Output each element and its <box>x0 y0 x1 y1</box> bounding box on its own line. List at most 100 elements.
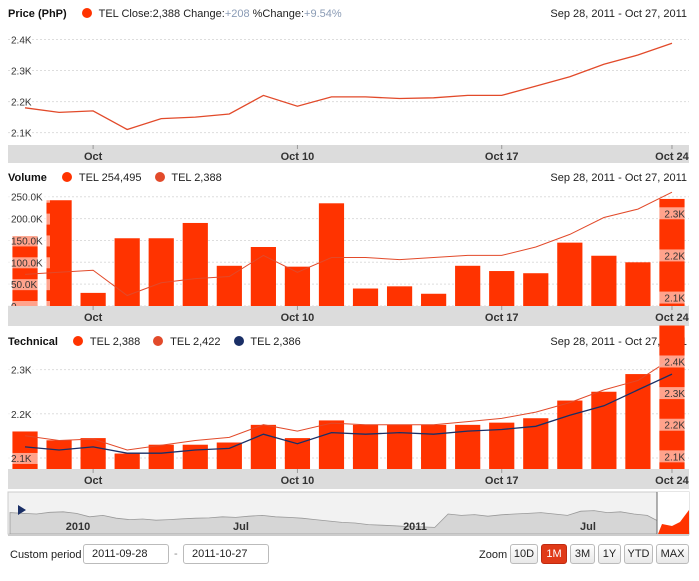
period-controls: Custom period - Zoom 10D 1M 3M 1Y YTD MA… <box>8 544 691 568</box>
technical-y2tick-bg <box>659 355 687 368</box>
technical-bar <box>284 438 311 469</box>
volume-price-legend-value: 2,388 <box>194 172 222 184</box>
volume-xtick-label: Oct 24 <box>655 312 690 324</box>
technical-bar <box>352 424 379 469</box>
price-close-value: 2,388 <box>152 8 181 20</box>
technical-xtick-label: Oct <box>84 475 103 487</box>
technical-ytick-bg <box>8 364 38 376</box>
technical-legend-value-2: 2,422 <box>192 336 221 348</box>
price-change-value: +208 <box>224 8 250 20</box>
technical-y2tick-label: 2.2K <box>664 421 685 432</box>
volume-price-legend-dot-icon <box>154 172 165 182</box>
technical-y2tick-label: 2.4K <box>664 357 685 368</box>
navigator-xtick-label: 2011 <box>403 521 427 533</box>
volume-bar <box>148 238 174 306</box>
technical-line-dark <box>24 373 673 454</box>
navigator-area <box>9 510 690 535</box>
zoom-1y-button[interactable]: 1Y <box>598 544 621 564</box>
technical-legend-dot3-icon <box>233 336 244 346</box>
technical-legend-dot-icon <box>73 336 83 346</box>
price-xtick-label: Oct 10 <box>281 151 315 163</box>
to-date-input[interactable] <box>183 544 269 564</box>
volume-bar <box>284 266 311 306</box>
technical-legend-name-1: TEL <box>89 336 110 348</box>
volume-ytick-label: 200.0K <box>11 215 43 226</box>
technical-legend-name-2: TEL <box>170 336 190 348</box>
technical-bar <box>421 424 447 469</box>
technical-bar <box>557 400 583 469</box>
volume-bar <box>318 203 345 306</box>
technical-bar <box>46 440 72 469</box>
technical-panel-header: Technical TEL 2,388 TEL 2,422 TEL 2,386 … <box>8 334 687 350</box>
volume-ytick-label: 150.0K <box>11 236 43 247</box>
volume-bar <box>114 238 140 306</box>
volume-price-line <box>24 191 673 297</box>
volume-legend-value: 254,495 <box>101 172 142 184</box>
zoom-3m-button[interactable]: 3M <box>570 544 595 564</box>
price-pct-value: +9.54% <box>304 8 342 20</box>
technical-bar <box>591 391 617 469</box>
volume-bar <box>352 288 379 306</box>
zoom-max-button[interactable]: MAX <box>656 544 689 564</box>
volume-ytick-label: 100.0K <box>11 258 43 269</box>
technical-line-red <box>24 357 673 451</box>
technical-bar <box>182 444 208 469</box>
volume-ytick-label: 50.0K <box>11 280 37 291</box>
volume-bar <box>12 236 38 306</box>
price-legend-name: TEL <box>98 8 119 20</box>
volume-panel-title: Volume <box>8 172 47 184</box>
price-panel-header: Price (PhP) TEL Close:2,388 Change:+208 … <box>8 6 687 22</box>
volume-ytick-bg <box>8 279 50 291</box>
technical-panel-title: Technical <box>8 336 58 348</box>
volume-bar <box>591 255 617 306</box>
price-ytick-label: 2.1K <box>11 129 32 140</box>
technical-bar <box>318 420 345 469</box>
zoom-10d-button[interactable]: 10D <box>510 544 538 564</box>
price-ytick-label: 2.4K <box>11 36 32 47</box>
volume-y2tick-bg <box>659 207 687 220</box>
volume-ytick-label: 250.0K <box>11 193 43 204</box>
from-date-input[interactable] <box>83 544 169 564</box>
technical-xaxis-band <box>8 469 689 489</box>
technical-ytick-label: 2.3K <box>11 366 32 377</box>
price-close-label: Close: <box>121 8 153 20</box>
zoom-label: Zoom <box>479 549 508 561</box>
price-pct-label: %Change: <box>252 8 305 20</box>
technical-y2tick-bg <box>659 387 687 400</box>
technical-y2tick-bg <box>659 418 687 431</box>
technical-bar <box>80 438 106 469</box>
price-change-label: Change: <box>183 8 225 20</box>
navigator-xtick-label: Jul <box>580 521 596 533</box>
navigator-selected-area <box>658 510 689 534</box>
technical-legend-name-3: TEL <box>250 336 271 348</box>
technical-bar <box>114 453 140 469</box>
period-separator: - <box>174 548 178 560</box>
volume-plot-area <box>8 188 689 306</box>
price-xtick-label: Oct 17 <box>485 151 519 163</box>
technical-legend-value-1: 2,388 <box>112 336 141 348</box>
price-ytick-label: 2.3K <box>11 67 32 78</box>
volume-ytick-bg <box>8 191 50 203</box>
volume-ytick-bg <box>8 235 50 247</box>
technical-bar <box>148 444 174 469</box>
volume-ytick-bg <box>8 257 50 269</box>
volume-bar <box>250 247 276 306</box>
navigator-axis-band <box>8 534 689 536</box>
zoom-ytd-button[interactable]: YTD <box>624 544 653 564</box>
volume-bar <box>625 262 651 306</box>
navigator-xtick-label: 2010 <box>66 521 90 533</box>
technical-y2tick-label: 2.3K <box>664 389 685 400</box>
volume-xtick-label: Oct 17 <box>485 312 519 324</box>
technical-bar <box>625 374 651 469</box>
volume-bar <box>80 292 106 306</box>
technical-ytick-label: 2.1K <box>11 454 32 465</box>
price-legend-dot-icon <box>81 8 92 18</box>
technical-ytick-bg <box>8 408 38 420</box>
volume-legend-dot-icon <box>61 172 72 182</box>
price-xaxis-band <box>8 145 689 163</box>
volume-bar <box>489 271 515 306</box>
technical-legend-value-3: 2,386 <box>273 336 301 348</box>
volume-bar <box>421 293 447 306</box>
zoom-1m-button[interactable]: 1M <box>541 544 567 564</box>
